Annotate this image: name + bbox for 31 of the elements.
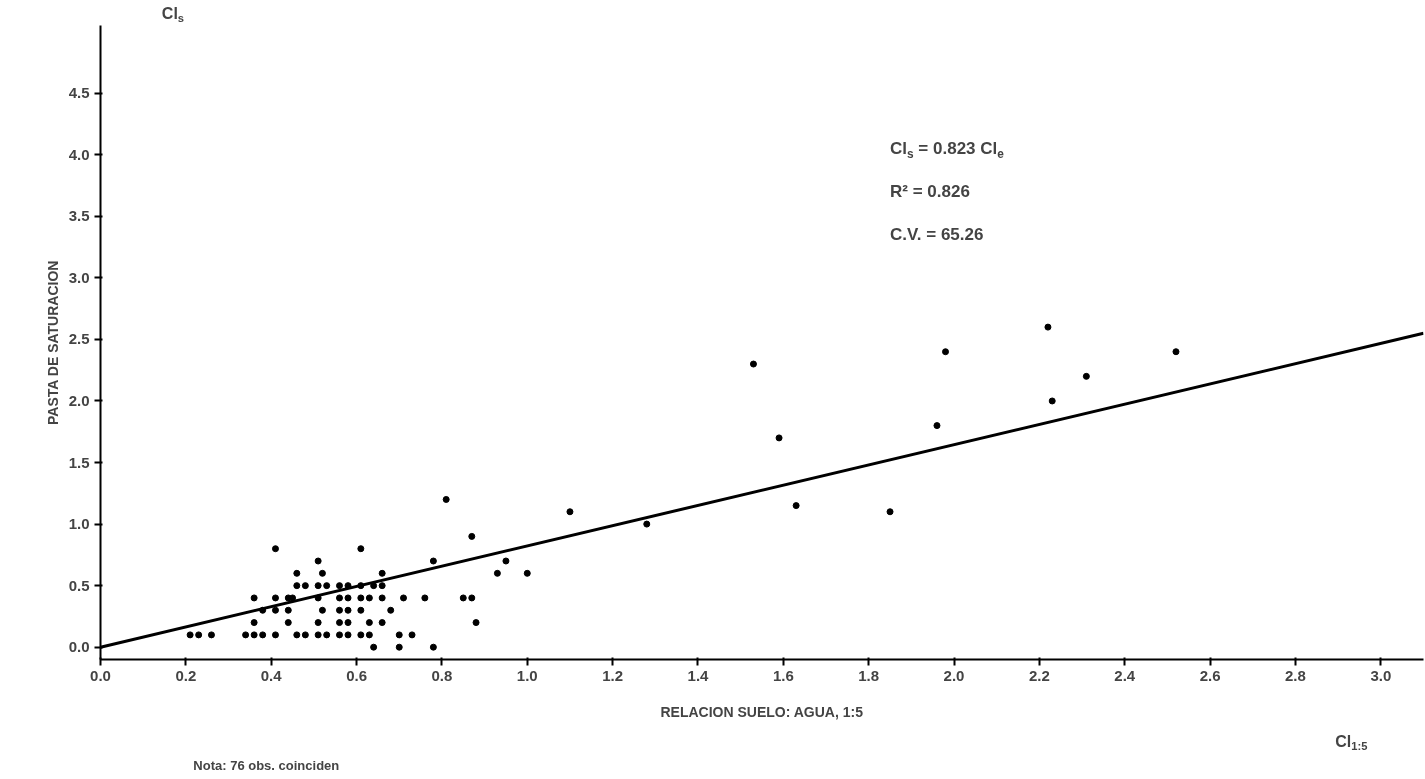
x-tick-label: 2.8 <box>1285 666 1306 684</box>
y-tick-label: 4.5 <box>68 84 90 102</box>
y-tick-label: 2.5 <box>68 330 90 348</box>
text: Nota: 76 obs. coinciden <box>193 758 340 773</box>
x-tick-label: 1.8 <box>858 666 880 684</box>
annotation: R² = 0.826 <box>890 182 970 202</box>
x-tick-label: 0.4 <box>260 666 283 684</box>
y-tick-label: 3.5 <box>68 207 90 225</box>
x-tick-label: 1.0 <box>516 666 538 684</box>
x-tick-label: 2.6 <box>1199 666 1221 684</box>
x-tick-label: 1.2 <box>602 666 624 684</box>
x-tick-label: 3.0 <box>1370 666 1392 684</box>
y-tick-label: 1.0 <box>68 515 90 533</box>
x-tick-label: 2.2 <box>1028 666 1050 684</box>
x-tick-label: 0.0 <box>90 666 111 684</box>
y-tick-label: 0.5 <box>68 576 90 594</box>
y-tick-label: 0.0 <box>68 638 90 656</box>
x-tick-label: 2.0 <box>943 666 965 684</box>
x-tick-label: 1.6 <box>772 666 794 684</box>
y-tick-label: 2.0 <box>68 391 90 409</box>
annotation: C.V. = 65.26 <box>890 225 984 245</box>
y-tick-label: 1.5 <box>68 453 90 471</box>
x-tick-label: 1.4 <box>687 666 710 684</box>
x-axis-title: RELACION SUELO: AGUA, 1:5 <box>660 703 864 720</box>
y-tick-label: 4.0 <box>68 145 90 163</box>
x-tick-label: 2.4 <box>1114 666 1136 684</box>
x-tick-label: 0.8 <box>431 666 453 684</box>
x-tick-label: 0.6 <box>346 666 367 684</box>
y-axis-title: PASTA DE SATURACION <box>44 260 61 425</box>
y-tick-label: 3.0 <box>68 268 90 286</box>
x-tick-label: 0.2 <box>175 666 197 684</box>
